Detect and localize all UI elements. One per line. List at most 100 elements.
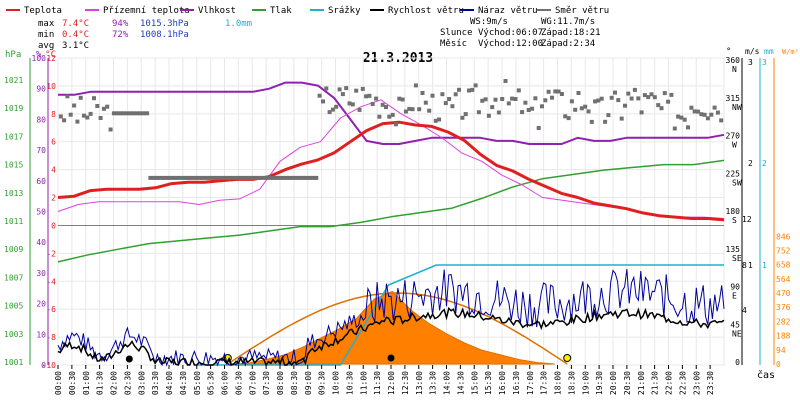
x-tick-label: 09:30 bbox=[318, 371, 327, 395]
axis-dir-tick: 180 bbox=[726, 207, 741, 216]
wind-dir-point bbox=[463, 112, 468, 117]
wind-dir-point bbox=[68, 112, 73, 117]
wind-dir-point bbox=[387, 114, 392, 119]
axis-pct-tick: 30 bbox=[36, 269, 46, 278]
wind-dir-point bbox=[626, 91, 631, 96]
wind-dir-point bbox=[526, 108, 531, 112]
x-tick-label: 16:30 bbox=[512, 371, 521, 395]
legend-label: Přízemní teplota bbox=[103, 6, 190, 16]
axis-dir-tick: 270 bbox=[726, 132, 741, 141]
axis-pct-tick: 50 bbox=[36, 208, 46, 217]
x-tick-label: 15:00 bbox=[470, 371, 479, 395]
wind-dir-point bbox=[78, 95, 83, 100]
wind-dir-point bbox=[533, 96, 538, 101]
wind-dir-point bbox=[467, 88, 471, 93]
stats-rain: 1.0mm bbox=[225, 19, 252, 29]
stats-hum-min: 72% bbox=[112, 30, 129, 40]
legend-label: Teplota bbox=[24, 6, 62, 16]
axis-pct-tick: 60 bbox=[36, 177, 46, 186]
wind-dir-point bbox=[606, 113, 611, 118]
axis-hpa-tick: 1005 bbox=[4, 302, 23, 311]
wind-dir-point bbox=[450, 104, 455, 109]
wind-dir-point bbox=[672, 126, 677, 131]
axis-solar-tick: 752 bbox=[776, 246, 791, 255]
wind-dir-point bbox=[211, 175, 216, 180]
axis-hpa-label: hPa bbox=[5, 50, 21, 60]
axis-dir-tick: 0 bbox=[735, 358, 740, 367]
axis-dir-name: N bbox=[732, 65, 737, 74]
x-axis-label: čas bbox=[757, 369, 775, 381]
axis-pct-tick: 10 bbox=[36, 330, 46, 339]
wind-dir-point bbox=[314, 175, 319, 180]
wind-dir-point bbox=[145, 111, 150, 116]
series-humidity bbox=[58, 81, 725, 145]
wind-dir-point bbox=[158, 175, 163, 180]
wind-dir-point bbox=[579, 106, 584, 111]
wind-dir-point bbox=[476, 110, 481, 115]
axis-solar-tick: 658 bbox=[776, 261, 791, 270]
moonrise-marker bbox=[387, 354, 395, 362]
stats-moon: Měsíc bbox=[440, 39, 467, 49]
stats-temp-min: 0.4°C bbox=[62, 30, 89, 40]
wind-dir-point bbox=[712, 105, 717, 110]
axis-ms-low-tick: 8 bbox=[742, 261, 747, 270]
axis-pct-tick: 20 bbox=[36, 300, 46, 309]
x-tick-label: 21:30 bbox=[651, 371, 660, 395]
axis-hpa-tick: 1021 bbox=[4, 76, 23, 85]
stats-temp-avg: 3.1°C bbox=[62, 41, 89, 51]
wind-dir-point bbox=[330, 107, 335, 112]
wind-dir-point bbox=[257, 175, 262, 180]
wind-dir-point bbox=[699, 112, 704, 117]
wind-dir-point bbox=[105, 104, 110, 109]
wind-dir-point bbox=[277, 175, 282, 180]
axis-temp-tick: 0 bbox=[51, 221, 56, 230]
wind-dir-point bbox=[357, 107, 362, 112]
wind-dir-point bbox=[403, 109, 408, 114]
wind-dir-point bbox=[410, 107, 415, 112]
wind-dir-point bbox=[291, 175, 296, 180]
wind-dir-point bbox=[294, 175, 299, 180]
wind-dir-point bbox=[231, 175, 236, 180]
x-tick-label: 14:30 bbox=[456, 371, 465, 395]
wind-dir-point bbox=[340, 92, 345, 97]
axis-hpa-tick: 1017 bbox=[4, 132, 23, 141]
wind-dir-point bbox=[523, 100, 528, 105]
wind-dir-point bbox=[204, 175, 209, 180]
wind-dir-point bbox=[679, 115, 684, 120]
stats-wg: WG:11.7m/s bbox=[541, 17, 595, 27]
wind-dir-point bbox=[656, 103, 661, 108]
x-tick-label: 12:30 bbox=[401, 371, 410, 395]
x-tick-label: 13:00 bbox=[415, 371, 424, 395]
wind-dir-point bbox=[669, 92, 674, 97]
x-tick-label: 14:00 bbox=[443, 371, 452, 395]
wind-dir-point bbox=[609, 95, 614, 100]
wind-dir-point bbox=[254, 175, 259, 180]
x-tick-label: 10:30 bbox=[345, 371, 354, 395]
wind-dir-point bbox=[642, 93, 647, 98]
x-tick-label: 23:30 bbox=[706, 371, 715, 395]
axis-ms-tick: 2 bbox=[748, 159, 753, 168]
wind-dir-point bbox=[111, 111, 116, 116]
wind-dir-point bbox=[516, 88, 521, 93]
x-tick-label: 10:00 bbox=[332, 371, 341, 395]
wind-dir-point bbox=[692, 109, 697, 114]
wind-dir-point bbox=[493, 97, 498, 102]
wind-dir-point bbox=[639, 110, 644, 115]
wind-dir-point bbox=[500, 97, 505, 101]
wind-dir-point bbox=[327, 110, 332, 115]
wind-dir-point bbox=[118, 111, 123, 116]
sunset-marker bbox=[563, 354, 572, 362]
x-tick-label: 20:00 bbox=[609, 371, 618, 395]
wind-dir-point bbox=[719, 118, 724, 123]
wind-dir-point bbox=[394, 122, 398, 127]
wind-dir-point bbox=[543, 98, 548, 103]
x-tick-label: 12:00 bbox=[387, 371, 396, 395]
axis-ms-tick: 3 bbox=[748, 58, 753, 67]
wind-dir-point bbox=[636, 96, 641, 101]
axis-hpa-tick: 1015 bbox=[4, 161, 23, 170]
axis-dir-tick: 360 bbox=[726, 56, 741, 65]
x-tick-label: 22:30 bbox=[678, 371, 687, 395]
x-tick-label: 19:00 bbox=[581, 371, 590, 395]
wind-dir-point bbox=[599, 96, 604, 101]
wind-dir-point bbox=[214, 175, 219, 180]
